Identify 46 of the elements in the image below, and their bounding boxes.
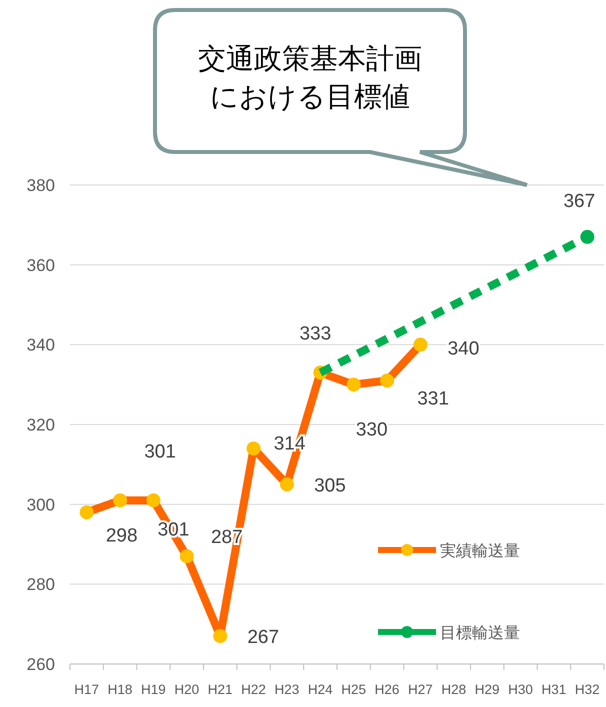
data-label: 333: [299, 324, 332, 345]
point: [246, 441, 261, 456]
y-tick-label: 280: [26, 575, 55, 594]
legend-label: 実績輸送量: [440, 542, 520, 560]
data-label: 340: [448, 338, 480, 360]
point: [580, 230, 594, 244]
x-tick-label: H30: [508, 682, 533, 697]
x-tick-label: H17: [74, 682, 100, 697]
x-tick-label: H18: [108, 682, 132, 697]
data-label: 301: [144, 441, 176, 462]
point: [346, 378, 361, 392]
y-tick-label: 300: [26, 495, 55, 514]
y-tick-label: 340: [26, 336, 55, 355]
x-tick-label: H23: [274, 682, 300, 697]
data-label: 331: [417, 388, 449, 410]
x-tick-label: H20: [174, 682, 200, 697]
x-tick-label: H25: [341, 682, 366, 697]
x-tick-label: H27: [408, 682, 433, 697]
point: [146, 493, 160, 508]
point: [280, 477, 294, 492]
data-label: 298: [106, 525, 138, 546]
x-tick-label: H22: [241, 682, 266, 697]
y-tick-label: 380: [26, 176, 55, 195]
x-tick-label: H29: [474, 682, 500, 697]
x-tick-label: H28: [441, 682, 466, 697]
y-tick-label: 260: [26, 655, 55, 674]
y-tick-label: 360: [26, 256, 55, 275]
x-tick-label: H21: [208, 682, 233, 697]
point: [380, 374, 394, 388]
x-tick-label: H24: [308, 682, 334, 697]
point: [180, 549, 194, 564]
data-label: 367: [563, 190, 596, 212]
text: 交通政策基本計画における目標値: [198, 43, 422, 112]
data-label: 305: [314, 475, 346, 496]
point: [413, 338, 428, 352]
x-tick-label: H19: [141, 682, 166, 697]
data-label: 267: [247, 627, 280, 648]
y-tick-label: 320: [26, 416, 55, 434]
x-tick-label: H32: [574, 682, 600, 697]
x-tick-label: H26: [374, 682, 400, 697]
point: [80, 505, 94, 520]
point: [213, 629, 228, 644]
point: [113, 493, 128, 508]
legend-label: 目標輸送量: [440, 624, 520, 642]
x-tick-label: H31: [542, 682, 566, 697]
data-label: 330: [356, 420, 388, 441]
